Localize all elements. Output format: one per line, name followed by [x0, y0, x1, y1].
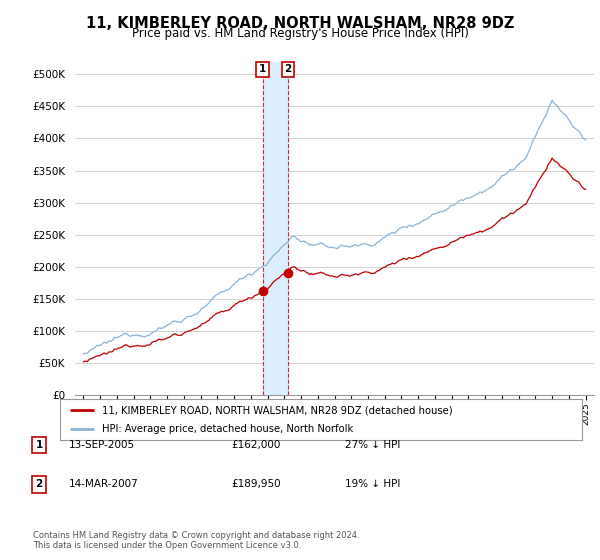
Bar: [263, 62, 288, 395]
Text: 11, KIMBERLEY ROAD, NORTH WALSHAM, NR28 9DZ: 11, KIMBERLEY ROAD, NORTH WALSHAM, NR28 …: [86, 16, 514, 31]
Text: 13-SEP-2005: 13-SEP-2005: [69, 440, 135, 450]
Text: £189,950: £189,950: [231, 479, 281, 489]
Text: 1: 1: [259, 64, 266, 74]
Text: Contains HM Land Registry data © Crown copyright and database right 2024.
This d: Contains HM Land Registry data © Crown c…: [33, 531, 359, 550]
Text: £162,000: £162,000: [231, 440, 280, 450]
Text: 2: 2: [284, 64, 292, 74]
Text: HPI: Average price, detached house, North Norfolk: HPI: Average price, detached house, Nort…: [102, 424, 353, 433]
Text: Price paid vs. HM Land Registry's House Price Index (HPI): Price paid vs. HM Land Registry's House …: [131, 27, 469, 40]
Text: 2: 2: [35, 479, 43, 489]
Text: 19% ↓ HPI: 19% ↓ HPI: [345, 479, 400, 489]
Text: 11, KIMBERLEY ROAD, NORTH WALSHAM, NR28 9DZ (detached house): 11, KIMBERLEY ROAD, NORTH WALSHAM, NR28 …: [102, 405, 452, 415]
Text: 1: 1: [35, 440, 43, 450]
Text: 27% ↓ HPI: 27% ↓ HPI: [345, 440, 400, 450]
Text: 14-MAR-2007: 14-MAR-2007: [69, 479, 139, 489]
